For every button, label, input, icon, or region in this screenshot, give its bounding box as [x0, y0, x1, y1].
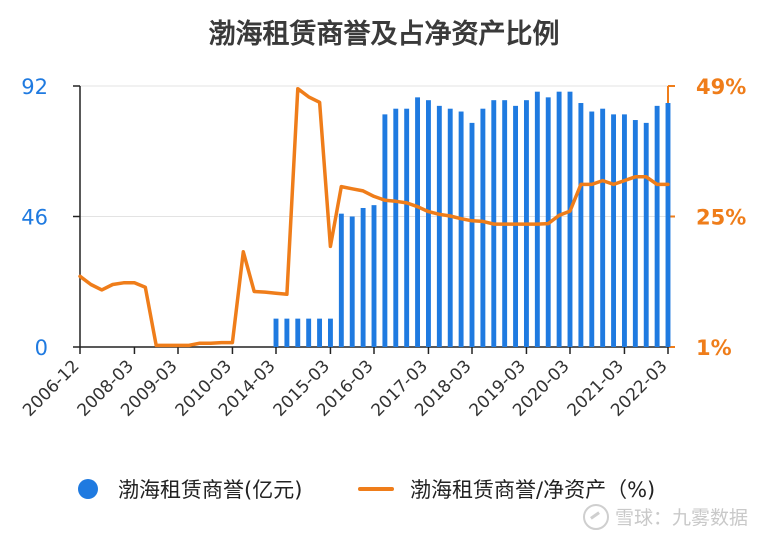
bar: [632, 120, 638, 347]
bar: [458, 111, 464, 347]
bar: [284, 318, 290, 347]
left-axis-tick-label: 46: [21, 206, 48, 230]
legend-label-goodwill: 渤海租赁商誉(亿元): [118, 478, 303, 502]
bar: [360, 207, 366, 347]
bar: [371, 205, 377, 347]
left-axis-tick-label: 0: [35, 336, 48, 360]
legend-item-goodwill: 渤海租赁商誉(亿元): [78, 474, 302, 504]
bar: [480, 108, 486, 348]
chart-svg: 046921%25%49%2006-122008-032009-032010-0…: [19, 75, 746, 421]
bar: [621, 114, 627, 347]
snowball-logo-icon: [582, 503, 609, 530]
bar: [643, 122, 649, 347]
x-axis-tick-label: 2006-12: [19, 356, 83, 420]
ratio-line: [78, 86, 670, 348]
watermark: 雪球：九雾数据: [582, 503, 748, 530]
bar: [578, 103, 584, 348]
watermark-text: 雪球：九雾数据: [614, 507, 748, 529]
right-axis-tick-label: 25%: [696, 206, 746, 230]
chart-title: 渤海租赁商誉及占净资产比例: [208, 19, 560, 50]
bar: [404, 108, 410, 348]
bar: [425, 100, 431, 347]
left-axis-tick-label: 92: [21, 75, 48, 99]
bar: [393, 108, 399, 348]
bar: [556, 91, 562, 347]
bar: [306, 318, 312, 347]
bar: [600, 108, 606, 348]
bar: [273, 318, 279, 347]
bar: [327, 318, 333, 347]
legend-line-swatch: [358, 487, 394, 491]
right-axis-tick-label: 49%: [696, 75, 746, 99]
legend-item-ratio: 渤海租赁商誉/净资产（%): [358, 474, 655, 504]
bar: [447, 108, 453, 348]
legend: 渤海租赁商誉(亿元) 渤海租赁商誉/净资产（%): [0, 468, 768, 508]
bar: [436, 105, 442, 347]
bar: [295, 318, 301, 347]
legend-bar-swatch: [78, 479, 98, 499]
bar: [513, 105, 519, 347]
bar: [338, 213, 344, 347]
bar: [349, 216, 355, 347]
bar: [567, 91, 573, 347]
bar: [415, 97, 421, 347]
bar: [589, 111, 595, 347]
bar: [382, 114, 388, 347]
bar: [317, 318, 323, 347]
bar: [534, 91, 540, 347]
bar: [469, 122, 475, 347]
legend-label-ratio: 渤海租赁商誉/净资产（%): [410, 478, 656, 502]
right-axis-tick-label: 1%: [696, 336, 732, 360]
bar: [665, 103, 671, 348]
bar: [654, 105, 660, 347]
bar: [611, 114, 617, 347]
